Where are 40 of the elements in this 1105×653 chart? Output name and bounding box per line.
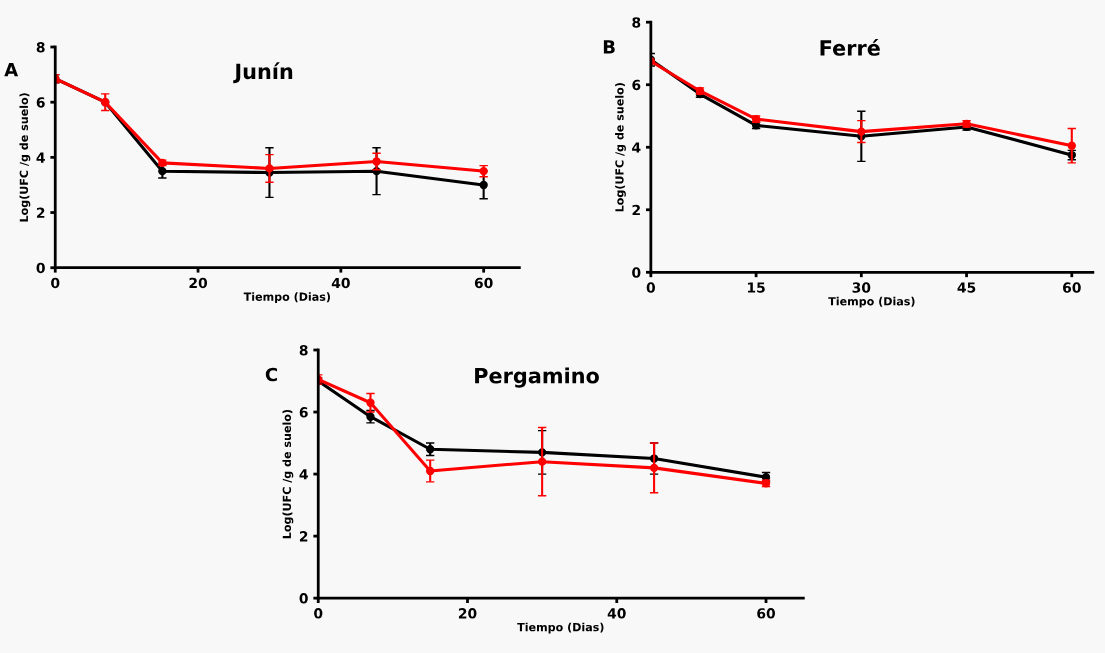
y-tick-label: 2	[632, 204, 640, 216]
x-tick-label: 45	[957, 282, 976, 293]
text: C	[265, 367, 277, 382]
y-tick-label: 8	[632, 17, 641, 28]
x-tick-label: 60	[474, 277, 493, 289]
x-tick-label: 0	[314, 608, 323, 619]
text: A	[4, 63, 19, 77]
text: Junín	[233, 62, 293, 84]
text: Pergamino	[475, 367, 599, 388]
y-tick-label: 8	[36, 41, 45, 53]
y-tick-label: 4	[632, 142, 641, 153]
x-tick-label: 15	[747, 282, 765, 293]
text: Ferré	[820, 38, 880, 56]
y-axis-title: Log(UFC /g de suelo)	[19, 93, 31, 222]
y-tick-label: 8	[299, 344, 308, 356]
x-tick-label: 20	[458, 608, 477, 619]
y-tick-label: 0	[632, 267, 641, 278]
y-tick-label: 6	[632, 79, 641, 91]
x-tick-label: 20	[189, 277, 208, 289]
y-tick-label: 4	[299, 469, 308, 480]
x-axis-title: Tiempo (Dias)	[517, 622, 604, 634]
x-tick-label: 30	[852, 282, 871, 293]
y-tick-label: 2	[36, 207, 45, 218]
x-tick-label: 40	[607, 608, 626, 619]
y-tick-label: 4	[36, 152, 45, 163]
x-axis-title: Tiempo (Dias)	[243, 292, 330, 304]
y-axis-title: Log(UFC /g de suelo)	[282, 409, 294, 539]
y-axis-title: Log(UFC /g de suelo)	[615, 83, 626, 212]
y-tick-label: 2	[299, 531, 308, 542]
y-tick-label: 0	[36, 262, 45, 274]
x-tick-label: 40	[331, 277, 350, 289]
text: B	[603, 40, 615, 54]
x-axis-title: Tiempo (Dias)	[828, 296, 915, 308]
x-tick-label: 60	[757, 608, 776, 619]
y-tick-label: 6	[36, 97, 45, 108]
y-tick-label: 0	[299, 593, 308, 604]
x-tick-label: 0	[51, 277, 60, 289]
x-tick-label: 0	[646, 282, 656, 293]
y-tick-label: 6	[299, 407, 308, 418]
x-tick-label: 60	[1063, 282, 1081, 293]
